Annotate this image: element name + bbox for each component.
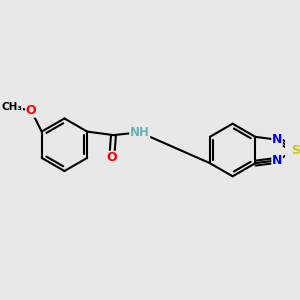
Text: O: O <box>106 152 117 164</box>
Text: NH: NH <box>130 126 150 139</box>
Text: S: S <box>291 143 300 157</box>
Text: O: O <box>26 104 37 117</box>
Text: N: N <box>272 154 282 167</box>
Text: N: N <box>272 133 282 146</box>
Text: CH₃: CH₃ <box>2 102 22 112</box>
